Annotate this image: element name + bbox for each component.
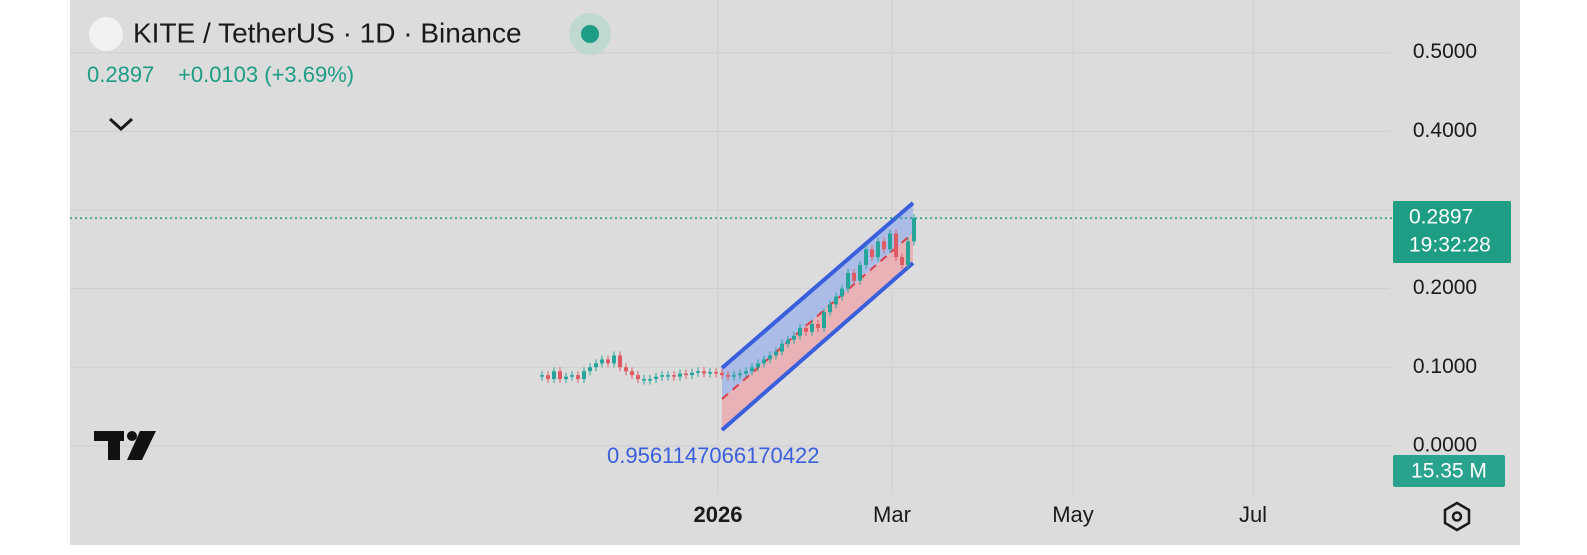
- candle: [774, 351, 778, 356]
- channel-lower-line: [720, 261, 915, 432]
- time-label: Mar: [873, 502, 911, 527]
- candle: [624, 367, 628, 372]
- time-label: 2026: [694, 502, 743, 527]
- candle: [696, 371, 700, 373]
- symbol-title[interactable]: KITE / TetherUS · 1D · Binance: [133, 17, 522, 48]
- price-label: 0.2000: [1413, 276, 1477, 299]
- candle: [828, 304, 832, 313]
- candle: [612, 355, 616, 364]
- candles: [540, 214, 916, 385]
- candle: [894, 233, 898, 258]
- channel-mid-line: [721, 232, 914, 400]
- volume-tag: 15.35 M: [1411, 460, 1487, 483]
- candle: [600, 359, 604, 364]
- price-tag-box: [1393, 201, 1511, 263]
- chart-background: [70, 0, 1520, 545]
- candle: [666, 375, 670, 377]
- price-change: +0.0103 (+3.69%): [178, 62, 354, 87]
- candle: [852, 272, 856, 281]
- candle: [678, 373, 682, 377]
- candle: [870, 249, 874, 258]
- candle: [906, 241, 910, 266]
- candle: [642, 379, 646, 381]
- candle: [654, 376, 658, 380]
- candle: [690, 372, 694, 376]
- candle: [888, 233, 892, 250]
- candle: [546, 375, 550, 380]
- candle: [684, 373, 688, 376]
- time-label: May: [1052, 502, 1094, 527]
- candle: [552, 371, 556, 380]
- candle: [606, 359, 610, 364]
- candle: [822, 312, 826, 328]
- candle: [786, 339, 790, 344]
- candle: [576, 375, 580, 380]
- time-label: Jul: [1239, 502, 1267, 527]
- candle: [900, 257, 904, 266]
- candle: [834, 296, 838, 305]
- candle: [798, 327, 802, 336]
- price-tag-price: 0.2897: [1409, 206, 1473, 229]
- candle: [726, 375, 730, 377]
- candle: [630, 371, 634, 376]
- candle: [636, 375, 640, 380]
- symbol-logo: [89, 17, 123, 51]
- candle: [648, 379, 652, 381]
- volume-tag-box: [1393, 455, 1505, 487]
- candle: [810, 324, 814, 332]
- candle: [672, 375, 676, 377]
- candle: [804, 327, 808, 332]
- candle: [570, 375, 574, 377]
- candle: [792, 335, 796, 340]
- candle: [744, 371, 748, 374]
- candle: [864, 249, 868, 266]
- candle: [846, 272, 850, 289]
- candle: [762, 359, 766, 364]
- candle: [588, 367, 592, 372]
- candle: [732, 375, 736, 377]
- price-tag: 0.2897 19:32:28: [1393, 201, 1511, 263]
- last-price: 0.2897: [87, 62, 154, 87]
- channel-label: 0.9561147066170422: [607, 443, 819, 468]
- candle: [540, 375, 544, 377]
- time-axis: 2026 Mar May Jul: [694, 502, 1268, 527]
- tv-logo: [94, 431, 156, 460]
- candle: [702, 371, 706, 374]
- market-status-dot: [581, 25, 599, 43]
- channel-upper-line: [720, 201, 915, 370]
- candle: [750, 367, 754, 372]
- candle: [912, 218, 916, 242]
- candle: [882, 241, 886, 250]
- candle: [594, 363, 598, 368]
- candle: [564, 376, 568, 380]
- price-label: 0.0000: [1413, 433, 1477, 456]
- candle: [876, 241, 880, 258]
- candle: [714, 371, 718, 374]
- candle: [660, 375, 664, 377]
- price-tag-countdown: 19:32:28: [1409, 234, 1491, 257]
- candle: [618, 355, 622, 368]
- candle: [858, 265, 862, 281]
- settings-icon: [1451, 511, 1463, 522]
- candle: [780, 343, 784, 352]
- candle: [708, 371, 712, 374]
- candle: [816, 324, 820, 328]
- collapse-toggle[interactable]: [108, 117, 134, 132]
- price-label: 0.1000: [1413, 355, 1477, 378]
- candle: [582, 371, 586, 380]
- price-label: 0.5000: [1413, 40, 1477, 63]
- candle: [558, 371, 562, 380]
- price-label: 0.4000: [1413, 119, 1477, 142]
- candle: [720, 372, 724, 376]
- candle: [738, 373, 742, 376]
- candle: [840, 288, 844, 297]
- candle: [768, 355, 772, 360]
- settings-button[interactable]: [1443, 501, 1471, 532]
- candle: [756, 363, 760, 368]
